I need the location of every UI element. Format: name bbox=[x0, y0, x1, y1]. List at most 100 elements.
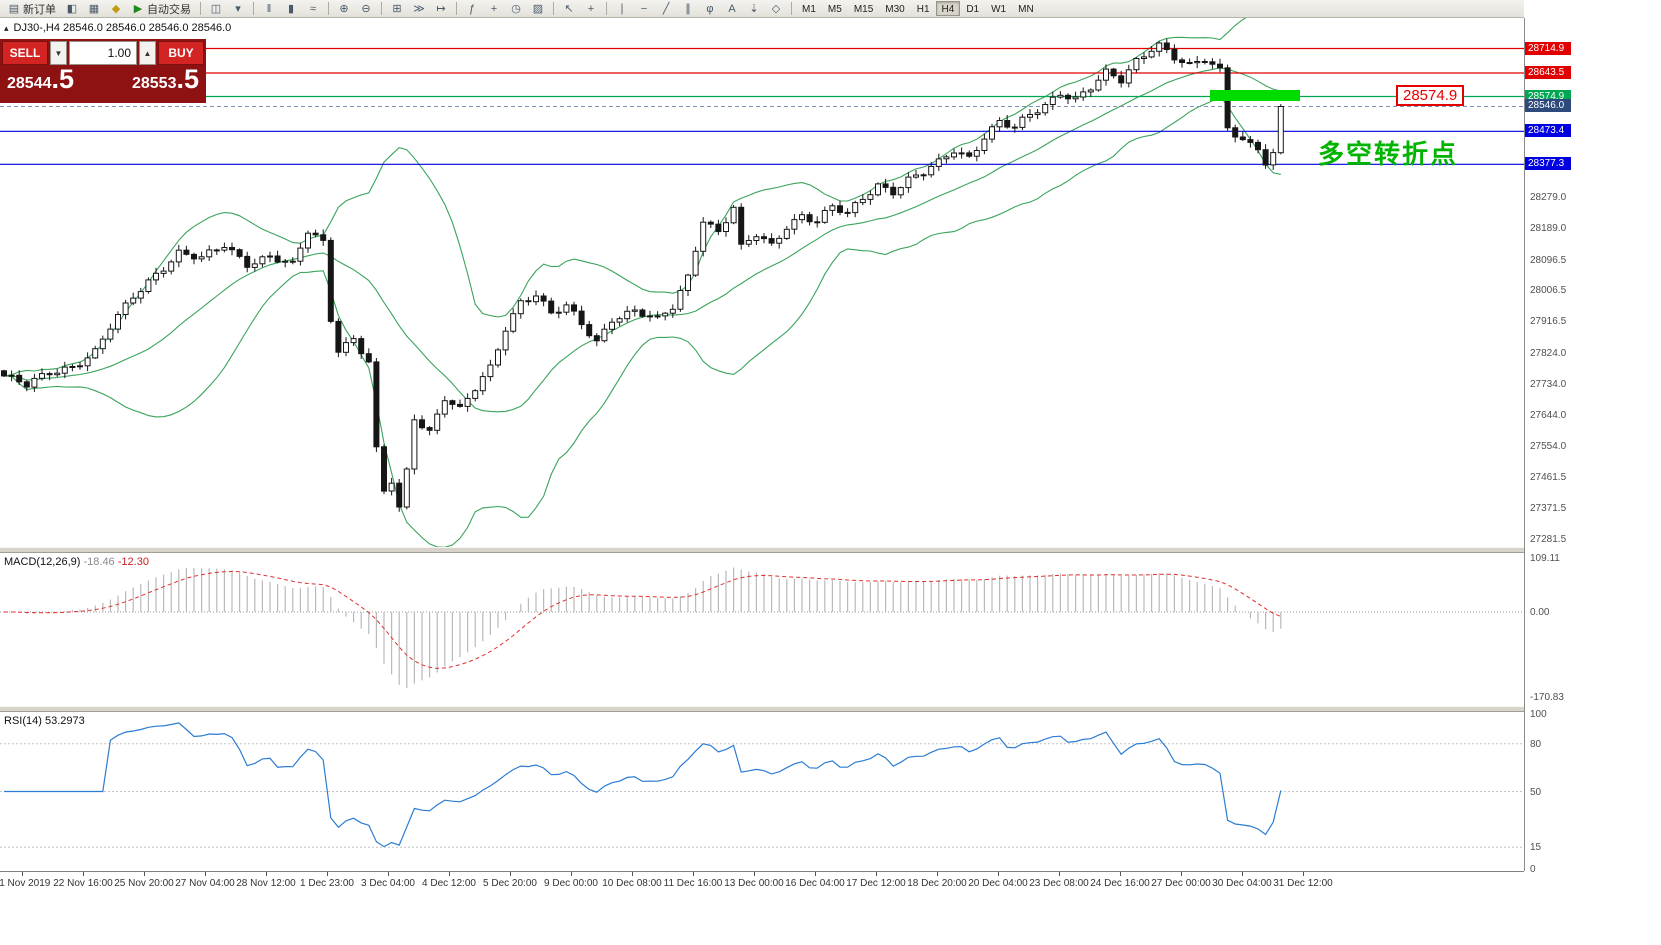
price-axis-label: 27371.5 bbox=[1530, 503, 1567, 514]
time-axis-label: 23 Dec 08:00 bbox=[1029, 878, 1089, 889]
macd-main-value: -18.46 bbox=[83, 556, 115, 568]
time-axis-label: 27 Dec 00:00 bbox=[1151, 878, 1211, 889]
chart-window[interactable]: ▴ DJ30-,H4 28546.0 28546.0 28546.0 28546… bbox=[0, 18, 1524, 547]
data-window-icon: ▦ bbox=[88, 2, 100, 15]
arrow-marker-icon: ⇣ bbox=[749, 2, 759, 15]
time-axis-tick bbox=[449, 872, 450, 876]
autotrade-play-icon: ▶ bbox=[133, 2, 143, 15]
zoom-out-button[interactable]: ⊖ bbox=[355, 1, 377, 17]
time-axis-label: 20 Dec 04:00 bbox=[968, 878, 1028, 889]
timeframe-button-m30[interactable]: M30 bbox=[885, 4, 905, 15]
volume-dropdown-icon[interactable]: ▼ bbox=[50, 41, 67, 65]
volume-stepper-icon[interactable]: ▲ bbox=[139, 41, 156, 65]
time-axis-label: 27 Nov 04:00 bbox=[175, 878, 235, 889]
text-label-button[interactable]: A bbox=[721, 1, 743, 17]
toolbar-separator bbox=[606, 2, 607, 15]
crosshair-button[interactable]: + bbox=[580, 1, 602, 17]
indicators-button[interactable]: ƒ bbox=[461, 1, 483, 17]
profiles-button[interactable]: ▾ bbox=[227, 1, 249, 17]
time-axis-label: 24 Dec 16:00 bbox=[1090, 878, 1150, 889]
sell-price-main: 28544 bbox=[7, 75, 52, 92]
timeframe-button-m15[interactable]: M15 bbox=[853, 4, 874, 15]
collapse-icon[interactable]: ▴ bbox=[4, 22, 9, 33]
timeframe-button-h1[interactable]: H1 bbox=[916, 4, 930, 15]
indicator-add-button[interactable]: + bbox=[483, 1, 505, 17]
new-order-button[interactable]: ▤ 新订单 bbox=[3, 1, 61, 17]
top-toolbar: ▤ 新订单 ◧ ▦ ◆ ▶ 自动交易 ◫ ▾ ‖ ▮ ≈ ⊕ ⊖ ⊞ ≫ ↦ ƒ + ◷ ▨ ↖ + ∣ − ╱ ∥ φ A ⇣ ◇ M1 M5… bbox=[0, 0, 1661, 18]
channel-icon: ∥ bbox=[685, 2, 691, 15]
price-callout-box: 28574.9 bbox=[1396, 85, 1465, 106]
price-tag: 28546.0 bbox=[1525, 99, 1571, 112]
time-axis-tick bbox=[83, 872, 84, 876]
time-axis-tick bbox=[22, 872, 23, 876]
time-axis-label: 30 Dec 04:00 bbox=[1212, 878, 1272, 889]
time-axis-tick bbox=[815, 872, 816, 876]
vertical-line-button[interactable]: ∣ bbox=[611, 1, 633, 17]
profiles-icon: ▾ bbox=[235, 2, 241, 15]
time-axis-label: 9 Dec 00:00 bbox=[544, 878, 598, 889]
toolbar-separator bbox=[328, 2, 329, 15]
templates-icon: ▨ bbox=[532, 2, 544, 15]
main-price-chart[interactable] bbox=[0, 18, 1524, 547]
symbol-ohlc-text: DJ30-,H4 28546.0 28546.0 28546.0 28546.0 bbox=[13, 22, 232, 34]
chart-shift-button[interactable]: ↦ bbox=[430, 1, 452, 17]
timeframe-button-d1[interactable]: D1 bbox=[966, 4, 980, 15]
fibonacci-button[interactable]: φ bbox=[699, 1, 721, 17]
horizontal-line-button[interactable]: − bbox=[633, 1, 655, 17]
trendline-button[interactable]: ╱ bbox=[655, 1, 677, 17]
price-axis-label: 27734.0 bbox=[1530, 379, 1567, 390]
timeframe-button-mn[interactable]: MN bbox=[1018, 4, 1034, 15]
channel-button[interactable]: ∥ bbox=[677, 1, 699, 17]
timeframe-button-m1[interactable]: M1 bbox=[802, 4, 816, 15]
horizontal-line-icon: − bbox=[640, 2, 648, 15]
period-clock-button[interactable]: ◷ bbox=[505, 1, 527, 17]
market-watch-button[interactable]: ◧ bbox=[61, 1, 83, 17]
buy-price-pip: .5 bbox=[176, 64, 199, 94]
rsi-name: RSI(14) bbox=[4, 715, 42, 727]
chart-info-line: ▴ DJ30-,H4 28546.0 28546.0 28546.0 28546… bbox=[4, 22, 231, 34]
autotrade-button[interactable]: ▶ 自动交易 bbox=[127, 1, 196, 17]
macd-scale-label: 0.00 bbox=[1530, 607, 1550, 618]
templates-button[interactable]: ▨ bbox=[527, 1, 549, 17]
macd-indicator-panel[interactable] bbox=[0, 553, 1524, 706]
metaeditor-button[interactable]: ◆ bbox=[105, 1, 127, 17]
panel-splitter[interactable] bbox=[0, 547, 1661, 553]
cursor-button[interactable]: ↖ bbox=[558, 1, 580, 17]
bar-chart-button[interactable]: ‖ bbox=[258, 1, 280, 17]
toolbar-separator bbox=[553, 2, 554, 15]
timeframe-button-m5[interactable]: M5 bbox=[827, 4, 842, 15]
fibonacci-icon: φ bbox=[706, 2, 714, 15]
panel-splitter[interactable] bbox=[0, 706, 1661, 712]
trendline-icon: ╱ bbox=[662, 2, 670, 15]
new-chart-button[interactable]: ◫ bbox=[205, 1, 227, 17]
bar-chart-icon: ‖ bbox=[266, 2, 272, 15]
price-axis[interactable]: 28279.0 28189.0 28096.5 28006.5 27916.5 27824… bbox=[1524, 0, 1661, 945]
time-axis-label: 16 Dec 04:00 bbox=[785, 878, 845, 889]
time-axis-label: 1 Dec 23:00 bbox=[300, 878, 354, 889]
tile-windows-button[interactable]: ⊞ bbox=[386, 1, 408, 17]
period-clock-icon: ◷ bbox=[511, 2, 521, 15]
timeframe-button-h4[interactable]: H4 bbox=[935, 1, 961, 16]
zoom-in-button[interactable]: ⊕ bbox=[333, 1, 355, 17]
price-axis-label: 28189.0 bbox=[1530, 223, 1567, 234]
candlestick-chart-button[interactable]: ▮ bbox=[280, 1, 302, 17]
market-watch-icon: ◧ bbox=[66, 2, 78, 15]
arrow-marker-button[interactable]: ⇣ bbox=[743, 1, 765, 17]
sell-button[interactable]: SELL bbox=[2, 41, 48, 65]
one-click-trading-panel: SELL ▼ ▲ BUY 28544.5 28553.5 bbox=[0, 39, 206, 103]
volume-input[interactable] bbox=[69, 41, 137, 65]
line-chart-button[interactable]: ≈ bbox=[302, 1, 324, 17]
timeframe-button-w1[interactable]: W1 bbox=[991, 4, 1007, 15]
shapes-button[interactable]: ◇ bbox=[765, 1, 787, 17]
shapes-icon: ◇ bbox=[771, 2, 781, 15]
rsi-indicator-panel[interactable] bbox=[0, 712, 1524, 871]
time-axis-tick bbox=[388, 872, 389, 876]
line-chart-icon: ≈ bbox=[309, 2, 317, 15]
time-axis-label: 18 Dec 20:00 bbox=[907, 878, 967, 889]
data-window-button[interactable]: ▦ bbox=[83, 1, 105, 17]
time-axis-label: 4 Dec 12:00 bbox=[422, 878, 476, 889]
auto-scroll-button[interactable]: ≫ bbox=[408, 1, 430, 17]
bull-bear-turning-point-label: 多空转折点 bbox=[1318, 139, 1459, 169]
buy-button[interactable]: BUY bbox=[158, 41, 204, 65]
